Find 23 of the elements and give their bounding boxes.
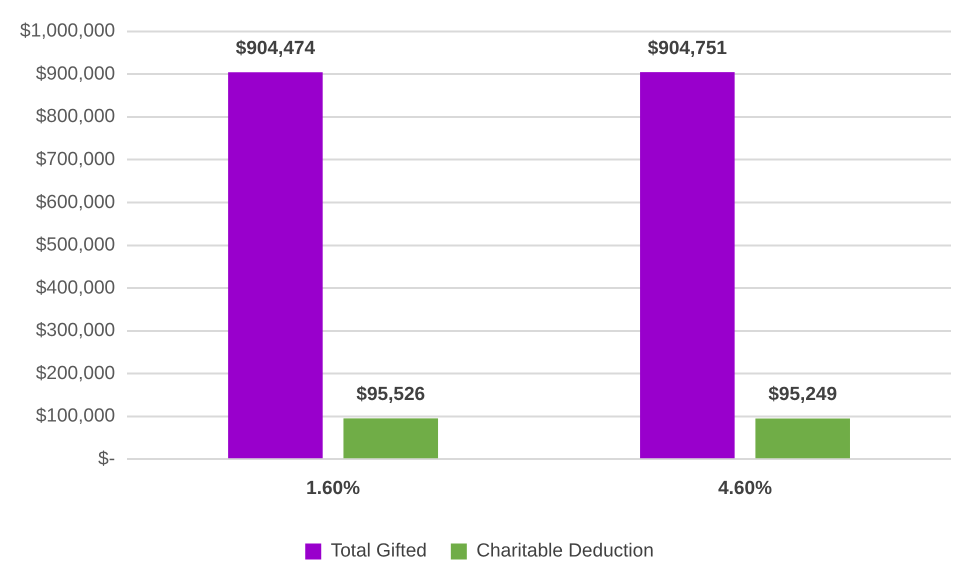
y-tick-label: $100,000 — [36, 406, 116, 427]
bar — [228, 72, 323, 458]
legend-label: Charitable Deduction — [476, 540, 654, 562]
y-tick-label: $800,000 — [36, 106, 116, 128]
data-label: $904,751 — [648, 38, 728, 59]
y-tick-label: $600,000 — [36, 192, 116, 213]
y-tick-label: $400,000 — [36, 277, 116, 298]
y-tick-label: $200,000 — [36, 362, 116, 384]
y-tick-label: $- — [98, 448, 116, 470]
bar — [640, 72, 735, 458]
x-tick-label: 1.60% — [306, 478, 360, 499]
y-tick-label: $300,000 — [36, 320, 116, 342]
bar — [755, 418, 850, 458]
data-label: $95,526 — [356, 384, 426, 406]
y-tick-label: $1,000,000 — [20, 20, 116, 42]
y-tick-label: $500,000 — [36, 234, 116, 256]
y-tick-label: $700,000 — [36, 148, 116, 170]
data-label: $95,249 — [768, 384, 838, 406]
x-tick-label: 4.60% — [718, 478, 772, 499]
legend-label: Total Gifted — [330, 540, 427, 562]
bar — [343, 418, 438, 458]
data-label: $904,474 — [236, 38, 316, 59]
y-tick-label: $900,000 — [36, 63, 116, 84]
